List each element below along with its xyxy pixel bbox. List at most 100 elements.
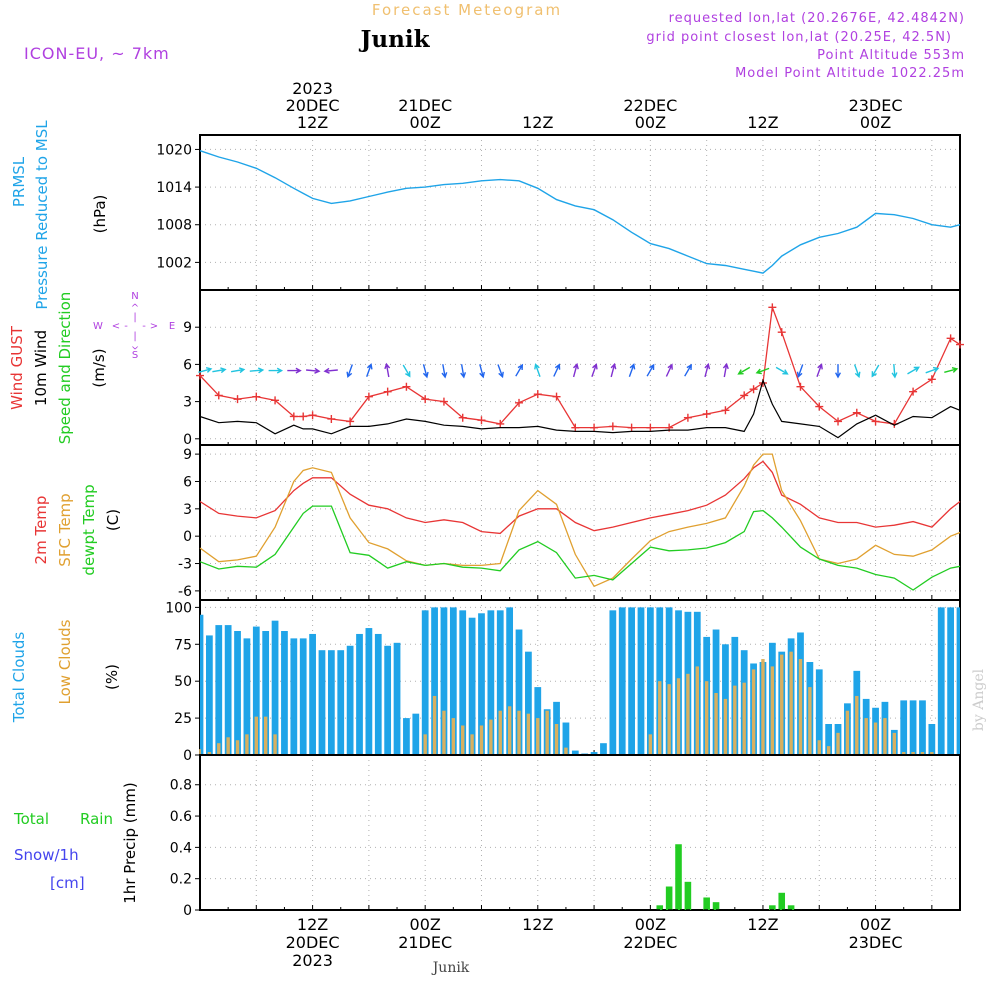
low-cloud-bar xyxy=(207,752,212,755)
prmsl-line xyxy=(199,150,961,274)
total-cloud-bar xyxy=(327,650,335,755)
total-cloud-bar xyxy=(937,607,945,755)
low-cloud-bar xyxy=(873,722,878,755)
wind-gust-point xyxy=(308,411,317,420)
total-cloud-bar xyxy=(271,620,279,755)
y-tick-label: 1008 xyxy=(156,218,192,234)
compass-rose: N ^ | W < - - > E | ^ S xyxy=(93,291,175,361)
y-tick-label: -6 xyxy=(178,584,192,600)
model-label: ICON-EU, ~ 7km xyxy=(24,44,170,63)
low-cloud-bar xyxy=(545,710,549,755)
total-cloud-bar xyxy=(365,628,373,755)
low-cloud-bar xyxy=(883,718,887,755)
rain-bar xyxy=(787,905,795,910)
compass-right-dash: - xyxy=(142,321,146,332)
total-cloud-bar xyxy=(356,633,363,755)
total-cloud-bar xyxy=(318,650,326,755)
y-tick-label: -3 xyxy=(178,557,192,573)
wind-gust-point xyxy=(956,340,964,349)
wind-gust-point xyxy=(608,422,617,431)
y-tick-label: 50 xyxy=(174,674,192,690)
total-cloud-bar xyxy=(459,610,467,755)
low-cloud-bar xyxy=(704,681,709,755)
temp-2m-label: 2m Temp xyxy=(32,496,50,565)
wind-direction-arrow xyxy=(460,364,467,379)
clouds-panel: 0 25 50 75 100 xyxy=(165,599,961,764)
low-cloud-bar xyxy=(217,743,221,755)
wind-direction-arrow xyxy=(722,362,729,378)
top-time-label: 20DEC xyxy=(286,96,340,115)
low-cloud-bar xyxy=(826,746,831,755)
wind-10m-label: 10m Wind xyxy=(32,330,50,406)
compass-w: W xyxy=(93,321,103,332)
top-time-label: 23DEC xyxy=(849,96,903,115)
compass-s: S xyxy=(132,350,138,361)
wind-gust-point xyxy=(777,328,786,337)
total-cloud-bar xyxy=(637,607,645,755)
y-tick-label: 0.4 xyxy=(170,840,192,856)
total-cloud-bar xyxy=(919,700,926,755)
temp-unit: (C) xyxy=(104,509,122,531)
wind-gust-point xyxy=(683,413,692,422)
low-cloud-bar xyxy=(648,734,653,755)
total-cloud-bar xyxy=(712,629,720,755)
pressure-label-1: PRMSL xyxy=(10,156,28,207)
wind-gust-point xyxy=(327,414,336,423)
wind-gust-point xyxy=(196,371,204,380)
wind-gust-point xyxy=(299,412,308,421)
total-cloud-bar xyxy=(665,607,673,755)
total-cloud-bar xyxy=(252,626,260,755)
low-cloud-bar xyxy=(489,719,493,755)
low-cloud-bar xyxy=(902,752,906,755)
total-cloud-bar xyxy=(815,669,823,755)
total-cloud-bar xyxy=(646,607,654,755)
low-cloud-bar xyxy=(461,725,465,755)
wind-direction-arrow xyxy=(287,367,302,374)
total-cloud-bar xyxy=(412,713,420,755)
total-cloud-bar xyxy=(243,638,251,755)
wind-gust-label: Wind GUST xyxy=(8,325,26,410)
requested-coords: requested lon,lat (20.2676E, 42.4842N) xyxy=(669,11,965,26)
total-cloud-bar xyxy=(506,607,514,755)
temp-sfc-label: SFC Temp xyxy=(56,493,74,566)
total-cloud-bar xyxy=(449,607,457,755)
low-cloud-bar xyxy=(442,710,446,755)
wind-direction-arrow xyxy=(515,363,524,377)
top-time-label: 22DEC xyxy=(623,96,677,115)
total-cloud-bar xyxy=(337,650,345,755)
wind-direction-arrow xyxy=(384,362,391,378)
y-tick-label: 1002 xyxy=(156,255,192,271)
panel-frame xyxy=(199,754,961,911)
wind-gust-point xyxy=(214,391,223,400)
top-time-label: 21DEC xyxy=(398,96,452,115)
wind-gust-point xyxy=(421,395,430,404)
wind-direction-arrow xyxy=(665,363,673,377)
y-tick-label: 0 xyxy=(183,432,192,448)
total-cloud-bar xyxy=(478,613,485,755)
bottom-time-label: 00Z xyxy=(410,915,441,934)
low-cloud-bar xyxy=(855,695,859,755)
total-cloud-bar xyxy=(496,610,504,755)
footer-location: Junik xyxy=(431,960,470,976)
rain-bar xyxy=(712,902,720,910)
wind-direction-arrow xyxy=(628,363,636,377)
wind-direction-arrow xyxy=(212,367,227,374)
low-cloud-bar xyxy=(770,666,775,755)
wind-gust-point xyxy=(834,417,843,426)
total-cloud-bar xyxy=(440,607,448,755)
low-cloud-bar xyxy=(536,718,540,755)
wind-speed-dir-label: Speed and Direction xyxy=(56,292,74,445)
total-cloud-bar xyxy=(309,633,316,755)
wind-direction-arrow xyxy=(944,367,959,373)
low-cloud-bar xyxy=(423,734,427,755)
low-cloud-bar xyxy=(789,651,793,755)
wind-direction-arrow xyxy=(925,366,940,374)
pressure-label-2: Pressure Reduced to MSL xyxy=(33,120,51,310)
top-time-label: 00Z xyxy=(410,113,441,132)
total-cloud-bar xyxy=(215,625,223,755)
wind-direction-arrow xyxy=(230,367,246,374)
compass-down-bar: | xyxy=(133,331,136,342)
